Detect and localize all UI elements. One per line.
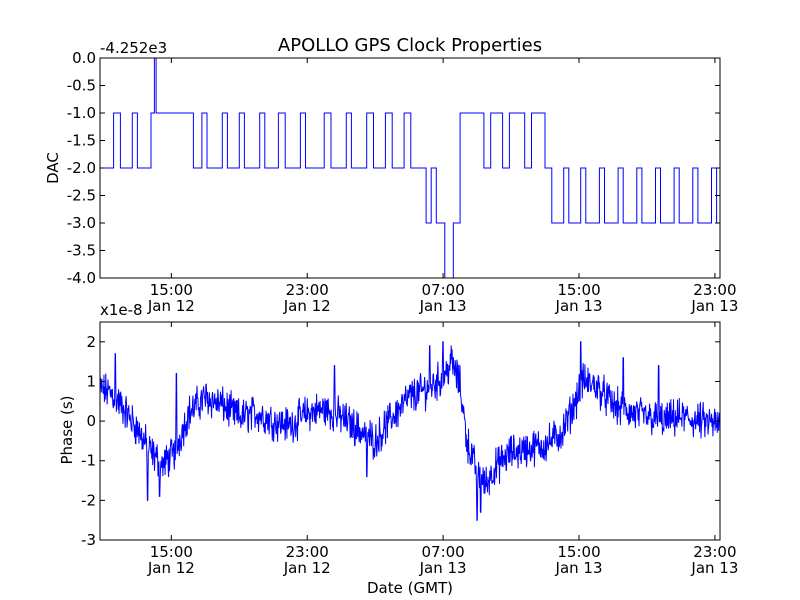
phase-y-axis-label: Phase (s) — [58, 395, 76, 464]
x-axis-label: Date (GMT) — [367, 579, 453, 597]
phase-x-tick-time: 15:00 — [150, 543, 193, 561]
phase-plot-area — [99, 341, 721, 521]
phase-x-tick-time: 15:00 — [557, 543, 600, 561]
phase-y-tick-label: -1 — [81, 452, 96, 470]
phase-plot-frame — [99, 321, 721, 541]
dac-y-tick-label: -1.5 — [67, 132, 96, 150]
phase-x-tick-date: Jan 12 — [283, 559, 331, 577]
dac-y-tick-label: -0.5 — [67, 77, 96, 95]
dac-x-tick-time: 15:00 — [557, 281, 600, 299]
phase-x-tick-time: 23:00 — [693, 543, 736, 561]
dac-y-tick-label: -2.0 — [67, 159, 96, 177]
phase-series-line — [99, 341, 721, 521]
phase-x-tick-time: 07:00 — [422, 543, 465, 561]
phase-y-tick-label: 1 — [86, 372, 96, 390]
dac-ticks: 0.0 -0.5 -1.0 -1.5 -2.0 -2.5 -3.0 -3.5 -4.0 15:00… — [67, 49, 739, 315]
phase-x-tick-date: Jan 13 — [419, 559, 467, 577]
dac-x-tick-time: 23:00 — [693, 281, 736, 299]
dac-plot-area — [100, 57, 720, 279]
dac-series-line — [100, 57, 720, 279]
dac-y-axis-label: DAC — [44, 152, 62, 184]
dac-y-tick-label: -1.0 — [67, 104, 96, 122]
phase-y-tick-label: -2 — [81, 491, 96, 509]
phase-x-tick-time: 23:00 — [286, 543, 329, 561]
dac-offset-label: -4.252e3 — [100, 39, 167, 57]
dac-y-tick-label: 0.0 — [72, 49, 96, 67]
chart-title: APOLLO GPS Clock Properties — [278, 35, 542, 56]
phase-offset-label: x1e-8 — [100, 301, 143, 319]
dac-x-tick-date: Jan 12 — [147, 297, 195, 315]
dac-y-tick-label: -4.0 — [67, 269, 96, 287]
phase-y-tick-label: 0 — [86, 412, 96, 430]
dac-plot-frame — [99, 57, 721, 279]
dac-x-tick-time: 15:00 — [150, 281, 193, 299]
dac-panel: APOLLO GPS Clock Properties -4.252e3 DAC… — [44, 35, 738, 315]
dac-y-tick-label: -3.0 — [67, 214, 96, 232]
dac-y-tick-label: -3.5 — [67, 242, 96, 260]
dac-x-tick-date: Jan 12 — [283, 297, 331, 315]
phase-x-tick-date: Jan 13 — [690, 559, 738, 577]
phase-x-tick-date: Jan 13 — [555, 559, 603, 577]
dac-y-tick-label: -2.5 — [67, 187, 96, 205]
dac-x-tick-date: Jan 13 — [690, 297, 738, 315]
dac-x-tick-date: Jan 13 — [419, 297, 467, 315]
dac-x-tick-time: 07:00 — [422, 281, 465, 299]
dac-x-tick-date: Jan 13 — [555, 297, 603, 315]
phase-y-tick-label: -3 — [81, 531, 96, 549]
phase-y-tick-label: 2 — [86, 333, 96, 351]
dac-x-tick-time: 23:00 — [286, 281, 329, 299]
phase-x-tick-date: Jan 12 — [147, 559, 195, 577]
